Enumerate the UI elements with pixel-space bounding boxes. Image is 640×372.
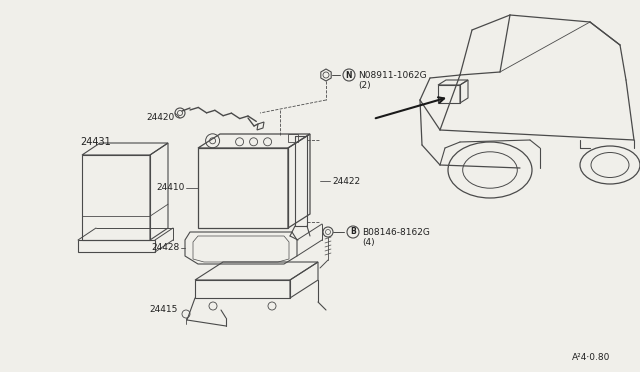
Text: B: B: [350, 228, 356, 237]
Text: N: N: [346, 71, 352, 80]
Text: B08146-8162G
(4): B08146-8162G (4): [362, 228, 430, 247]
Text: 24428: 24428: [152, 244, 180, 253]
Text: 24431: 24431: [80, 137, 111, 147]
Text: 24410: 24410: [157, 183, 185, 192]
Text: 24422: 24422: [332, 176, 360, 186]
Text: A²4⋅0.80: A²4⋅0.80: [572, 353, 611, 362]
Bar: [288, 134, 298, 142]
Text: 24415: 24415: [150, 305, 178, 314]
Text: N08911-1062G
(2): N08911-1062G (2): [358, 71, 427, 90]
Text: 24420: 24420: [147, 113, 175, 122]
